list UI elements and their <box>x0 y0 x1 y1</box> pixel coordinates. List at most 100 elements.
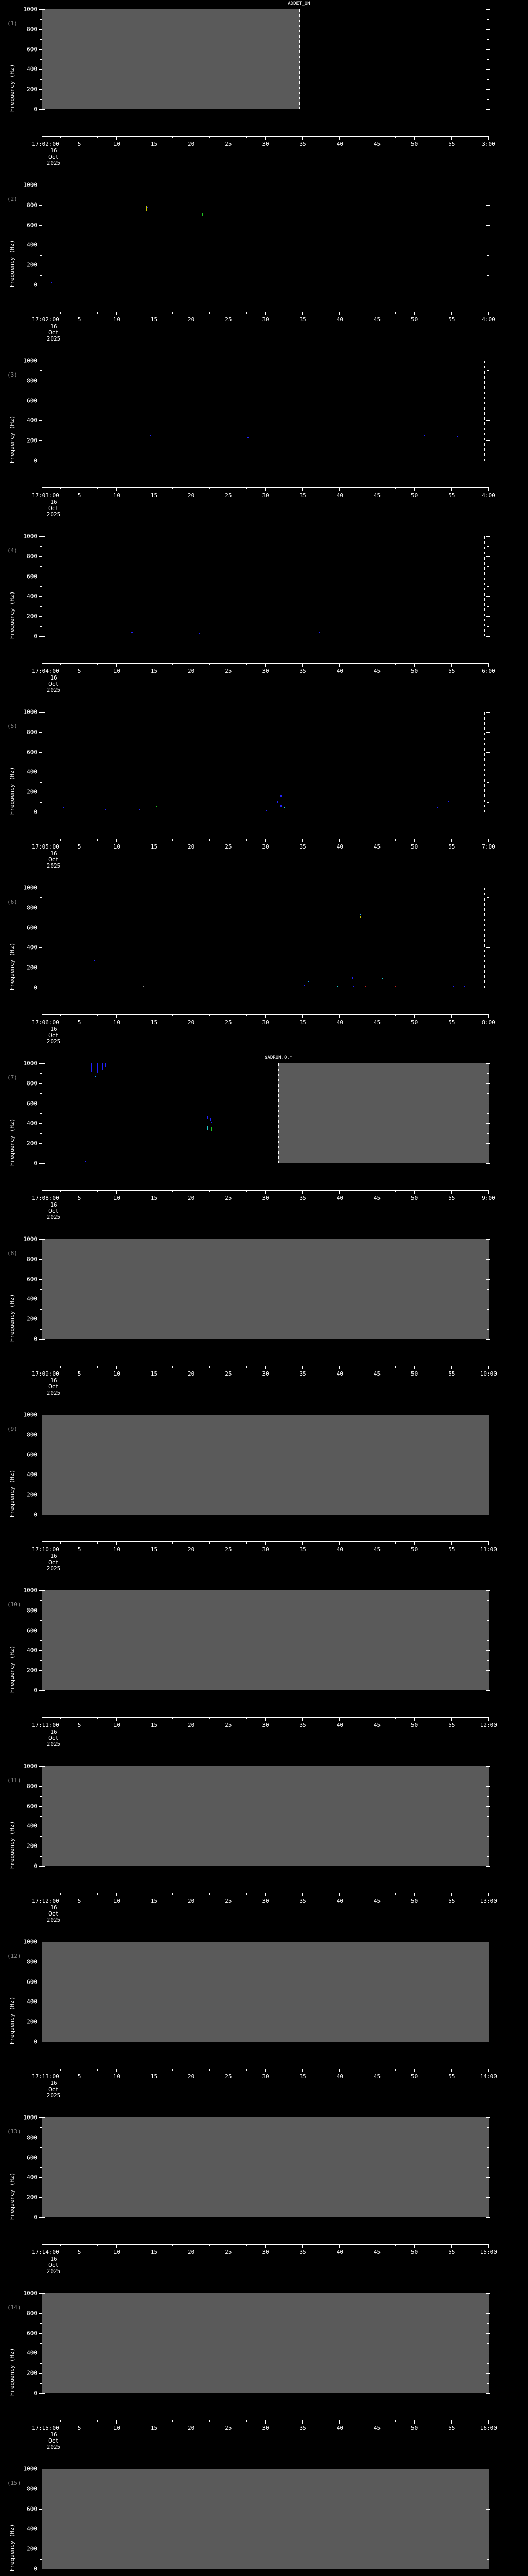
x-tick-major <box>414 2420 415 2424</box>
plot-area[interactable] <box>42 2117 489 2217</box>
x-tick-label: 20 <box>188 1897 195 1904</box>
y-tick-minor <box>487 897 489 899</box>
x-tick-major <box>116 312 117 315</box>
y-tick-label: 800 <box>27 1783 37 1790</box>
x-tick-label: 10 <box>113 668 120 674</box>
x-tick-major <box>414 2244 415 2248</box>
x-tick-minor <box>246 663 247 665</box>
plot-area[interactable] <box>42 9 489 109</box>
plot-area[interactable] <box>42 888 489 988</box>
x-tick-minor <box>209 2244 210 2246</box>
y-tick-minor <box>487 2343 489 2344</box>
y-tick-label: 400 <box>27 944 37 951</box>
date-line-3: 2025 <box>46 1038 61 1045</box>
x-tick-major <box>339 1014 340 1018</box>
y-tick-minor <box>40 1113 42 1114</box>
axis-cap <box>42 712 45 713</box>
y-axis-labels: 0 200 400 600 800 1000 <box>0 2466 38 2572</box>
x-tick-major <box>414 1717 415 1721</box>
y-tick-minor <box>487 19 489 20</box>
y-tick-major <box>39 49 42 50</box>
y-tick-label: 400 <box>27 592 37 600</box>
x-tick-major <box>414 1366 415 1369</box>
y-tick-minor <box>40 1600 42 1601</box>
y-tick-major <box>39 1143 42 1144</box>
y-tick-major <box>486 1690 490 1691</box>
y-tick-label: 0 <box>34 984 37 991</box>
x-tick-label: 20 <box>188 2425 195 2431</box>
x-tick-label-start: 17:14:00 <box>31 2249 59 2256</box>
y-tick-minor <box>487 1816 489 1817</box>
x-tick-minor <box>60 1893 61 1895</box>
y-tick-major <box>486 712 490 713</box>
x-tick-minor <box>172 663 173 665</box>
x-tick-label: 30 <box>262 1897 269 1904</box>
x-tick-minor <box>209 1717 210 1719</box>
date-line-2: Oct <box>48 1735 59 1741</box>
plot-area[interactable] <box>42 361 489 461</box>
x-tick-major <box>302 1190 303 1194</box>
x-tick-label: 20 <box>188 1195 195 1201</box>
x-tick-label: 15 <box>150 316 158 323</box>
y-tick-label: 200 <box>27 437 37 444</box>
y-tick-major <box>39 1670 42 1671</box>
x-tick-minor <box>209 1893 210 1895</box>
plot-area[interactable] <box>42 1942 489 2042</box>
detection-mark <box>248 437 249 438</box>
x-axis-date-stack: 16 Oct 2025 <box>47 324 61 342</box>
y-axis-title: Frequency (Hz) <box>9 591 15 639</box>
x-tick-label: 30 <box>262 2249 269 2256</box>
y-tick-minor <box>40 1816 42 1817</box>
x-tick-minor <box>395 1893 396 1895</box>
y-tick-minor <box>487 1856 489 1857</box>
plot-area[interactable] <box>42 1239 489 1339</box>
plot-area[interactable] <box>42 185 489 285</box>
x-tick-label-end: 16:00 <box>480 2425 497 2431</box>
plot-area[interactable] <box>42 2469 489 2569</box>
plot-area[interactable] <box>42 1063 489 1163</box>
x-axis-date-stack: 16 Oct 2025 <box>47 2432 61 2450</box>
y-tick-minor <box>487 2363 489 2364</box>
detection-mark <box>448 801 449 802</box>
x-tick-label-start: 17:03:00 <box>31 492 59 499</box>
date-line-1: 16 <box>50 1553 57 1560</box>
x-tick-minor <box>395 1190 396 1192</box>
plot-area[interactable] <box>42 1590 489 1690</box>
y-tick-major <box>39 1339 42 1340</box>
y-tick-major <box>39 2197 42 2198</box>
y-tick-minor <box>487 1133 489 1134</box>
spectrogram-panel: 0 200 400 600 800 1000 Frequency (Hz) (8) 17:09:… <box>0 1230 528 1405</box>
x-tick-label: 50 <box>411 141 418 147</box>
plot-area[interactable] <box>42 2293 489 2393</box>
x-tick-label-end: 13:00 <box>480 1897 497 1904</box>
y-tick-minor <box>487 2167 489 2168</box>
plot-area[interactable] <box>42 1766 489 1866</box>
y-tick-minor <box>487 626 489 627</box>
axis-cap <box>42 1690 45 1691</box>
y-tick-minor <box>40 275 42 276</box>
x-tick-label: 25 <box>225 668 232 674</box>
y-tick-major <box>39 2509 42 2510</box>
detection-mark <box>142 986 144 987</box>
panel-number-label: (9) <box>7 1426 18 1432</box>
event-marker-line <box>484 712 485 812</box>
y-axis-title: Frequency (Hz) <box>9 64 15 112</box>
x-axis-line <box>42 2244 489 2245</box>
x-tick-major <box>265 663 266 667</box>
plot-area[interactable] <box>42 536 489 636</box>
x-tick-label: 50 <box>411 1722 418 1728</box>
axis-cap <box>42 1766 45 1767</box>
x-tick-minor <box>172 312 173 314</box>
x-tick-minor <box>246 1893 247 1895</box>
x-tick-minor <box>97 312 98 314</box>
x-tick-label: 10 <box>113 141 120 147</box>
y-tick-minor <box>40 79 42 80</box>
y-tick-label: 400 <box>27 417 37 424</box>
plot-area[interactable] <box>42 712 489 812</box>
detection-mark <box>96 1063 98 1073</box>
date-line-3: 2025 <box>46 2092 61 2099</box>
x-tick-label: 5 <box>77 1897 81 1904</box>
plot-area[interactable] <box>42 1415 489 1515</box>
x-tick-major <box>339 1190 340 1194</box>
x-tick-major <box>265 839 266 842</box>
